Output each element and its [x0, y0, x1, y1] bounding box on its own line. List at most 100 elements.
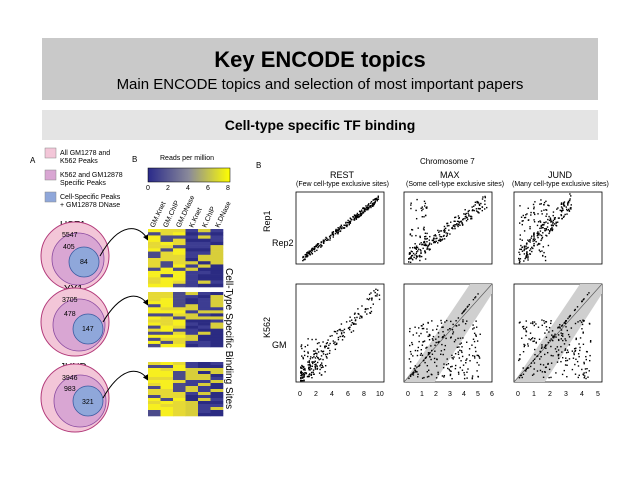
scatter-point — [314, 368, 317, 370]
scatter-point — [467, 368, 469, 370]
scatter-point — [420, 332, 422, 335]
scatter-point — [567, 351, 569, 353]
scatter-point — [427, 244, 430, 247]
scatter-point — [428, 335, 431, 337]
scatter-point — [524, 246, 526, 248]
heatmap-cell — [160, 365, 174, 369]
scatter-point — [533, 235, 535, 237]
scatter-point — [533, 237, 535, 239]
scatter-point — [409, 350, 412, 353]
scatter-point — [539, 203, 541, 205]
scatter-point — [577, 353, 580, 355]
scatter-point — [523, 216, 526, 219]
scatter-point — [424, 238, 426, 240]
heatmap-cell — [160, 251, 174, 256]
scatter-point — [557, 207, 559, 209]
scatter-point — [427, 353, 430, 356]
scatter-point — [539, 351, 542, 353]
scatter-point — [431, 239, 434, 242]
scatter-point — [530, 214, 532, 216]
scatter-point — [420, 242, 422, 244]
scatter-point — [326, 353, 329, 355]
scatter-point — [555, 372, 557, 374]
scatter-point — [526, 252, 528, 255]
scatter-panel — [403, 283, 493, 383]
scatter-point — [562, 209, 564, 211]
scatter-point — [445, 235, 448, 238]
scatter-point — [433, 361, 436, 364]
heatmap-cell — [210, 395, 224, 399]
scatter-point — [309, 367, 311, 369]
scatter-point — [367, 204, 370, 206]
scatter-point — [547, 362, 549, 365]
scatter-point — [340, 228, 342, 230]
scatter-point — [554, 333, 556, 335]
scatter-point — [557, 349, 560, 351]
scatter-point — [434, 234, 436, 236]
heatmap-cell — [198, 277, 211, 281]
heatmap-cell — [210, 404, 224, 408]
heatmap-side-label: Cell-Type Specific Binding Sites — [223, 268, 234, 409]
scatter-point — [366, 313, 368, 315]
scatter-point — [469, 360, 471, 362]
scatter-point — [462, 337, 464, 339]
scatter-point — [461, 351, 463, 354]
scatter-point — [322, 239, 325, 241]
scatter-point — [343, 331, 345, 334]
scatter-point — [429, 352, 431, 354]
heatmap-cell — [198, 301, 211, 305]
scatter-point — [464, 209, 466, 211]
scatter-point — [582, 373, 584, 375]
scatter-point — [561, 209, 564, 212]
scatter-point — [548, 232, 550, 235]
scatter-point — [437, 229, 439, 232]
c3-tick-4: 4 — [580, 391, 584, 398]
scatter-point — [302, 256, 304, 259]
scatter-point — [314, 365, 316, 368]
scatter-point — [422, 359, 425, 362]
scatter-point — [414, 371, 417, 373]
heatmap-cell — [160, 238, 174, 243]
scatter-point — [416, 256, 418, 258]
scatter-point — [542, 232, 544, 234]
scatter-point — [364, 308, 366, 311]
scatter-point — [422, 323, 425, 326]
scatter-point — [564, 321, 566, 324]
scatter-point — [473, 355, 476, 358]
scatter-point — [443, 229, 445, 232]
scatter-point — [458, 222, 461, 224]
scatter-point — [443, 234, 445, 237]
scatter-point — [537, 233, 539, 235]
scatter-point — [521, 223, 523, 226]
scatter-point — [428, 249, 431, 251]
scatter-point — [533, 234, 535, 236]
scatter-point — [357, 214, 360, 216]
scatter-point — [544, 345, 547, 347]
heatmap-cell — [198, 264, 211, 268]
scatter-point — [418, 365, 420, 367]
scatter-point — [452, 358, 454, 360]
scatter-point — [550, 320, 552, 322]
scatter-point — [532, 340, 534, 343]
scatter-point — [329, 237, 332, 239]
heatmap-cell — [185, 301, 199, 305]
scatter-point — [306, 344, 309, 346]
c1-tick-2: 2 — [314, 391, 318, 398]
scatter-point — [316, 348, 319, 351]
scatter-point — [304, 367, 306, 370]
scatter-point — [420, 325, 423, 327]
scatter-point — [566, 349, 569, 351]
scatter-point — [355, 323, 357, 325]
heatmap-cell — [185, 270, 199, 275]
heatmap-cell — [148, 340, 161, 345]
heatmap-cell — [198, 328, 211, 333]
scatter-point — [320, 366, 323, 369]
heatmap-cell — [198, 274, 211, 278]
scatter-point — [541, 324, 543, 327]
heatmap-cell — [160, 298, 174, 302]
scatter-point — [317, 246, 319, 249]
scatter-point — [313, 248, 315, 250]
scatter-point — [557, 334, 560, 336]
scatter-point — [311, 250, 314, 252]
scatter-point — [428, 242, 431, 244]
